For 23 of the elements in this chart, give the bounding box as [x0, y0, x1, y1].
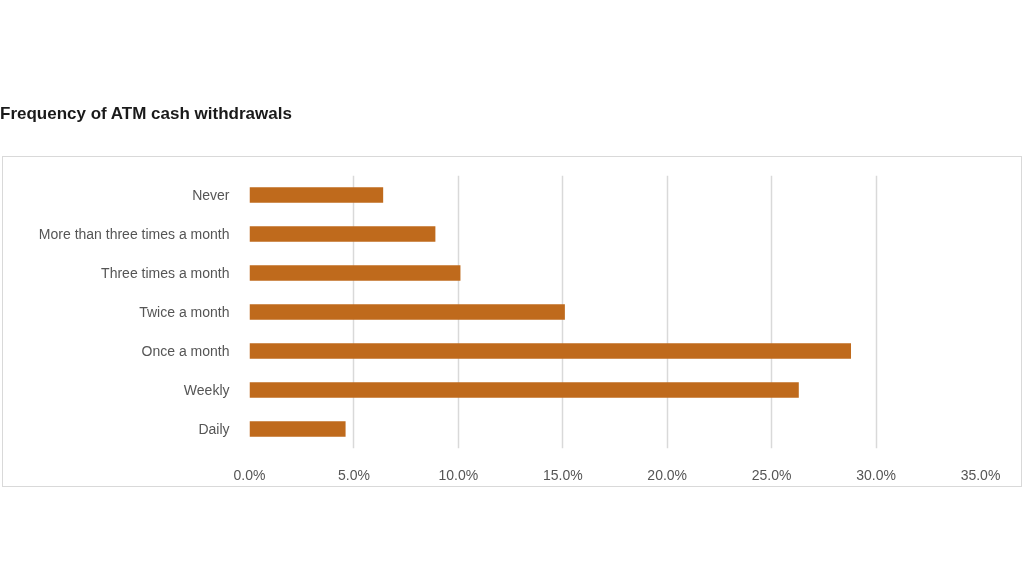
- x-tick-label: 30.0%: [856, 466, 896, 483]
- x-tick-label: 0.0%: [233, 466, 266, 483]
- chart-title: Frequency of ATM cash withdrawals: [0, 103, 292, 125]
- x-tick-label: 35.0%: [960, 466, 1001, 483]
- y-tick-label: Once a month: [141, 343, 230, 359]
- x-tick-label: 25.0%: [751, 466, 792, 483]
- y-tick-label: Never: [192, 187, 230, 203]
- bar: [249, 265, 461, 281]
- y-tick-label: Twice a month: [139, 304, 230, 320]
- y-tick-label: Daily: [198, 421, 230, 437]
- y-tick-label: More than three times a month: [38, 226, 230, 242]
- x-tick-label: 15.0%: [542, 466, 583, 483]
- bar: [249, 226, 436, 242]
- x-tick-label: 10.0%: [438, 466, 479, 483]
- bar: [249, 187, 384, 203]
- bar: [249, 304, 565, 320]
- y-tick-label: Weekly: [183, 382, 230, 398]
- bar: [249, 382, 799, 398]
- bar: [249, 421, 346, 437]
- bar: [249, 343, 852, 359]
- x-tick-label: 5.0%: [337, 466, 370, 483]
- y-tick-label: Three times a month: [101, 265, 230, 281]
- x-tick-label: 20.0%: [647, 466, 688, 483]
